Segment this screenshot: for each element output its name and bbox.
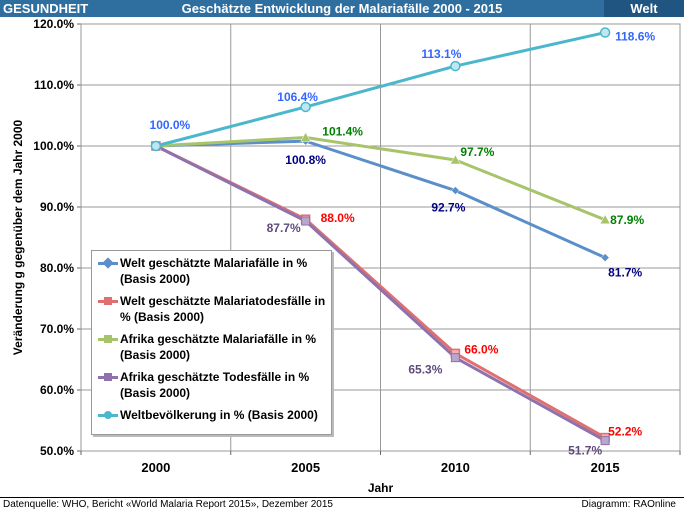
y-tick-label: 60.0% — [40, 383, 74, 397]
region-label: Welt — [604, 0, 684, 17]
title-bar: GESUNDHEIT Geschätzte Entwicklung der Ma… — [0, 0, 684, 17]
series-line — [155, 139, 606, 259]
data-label: 118.6% — [615, 30, 655, 44]
y-tick-label: 120.0% — [33, 17, 74, 31]
series-line — [155, 144, 606, 442]
data-label: 52.2% — [608, 425, 642, 439]
legend-marker — [102, 257, 114, 269]
y-tick-label: 80.0% — [40, 261, 74, 275]
data-point — [451, 186, 460, 195]
data-point — [450, 353, 460, 363]
data-label: 101.4% — [322, 124, 363, 138]
legend-key — [98, 296, 118, 306]
series-line — [155, 31, 606, 148]
footer: Datenquelle: WHO, Bericht «World Malaria… — [0, 497, 684, 513]
x-tick-label: 2005 — [291, 460, 320, 475]
footer-divider — [0, 497, 684, 498]
y-tick-label: 110.0% — [34, 78, 74, 92]
y-axis-title: Veränderung g gegenüber dem Jahr 2000 — [11, 119, 25, 355]
y-tick-label: 50.0% — [40, 444, 74, 458]
data-point — [599, 27, 611, 38]
data-point — [150, 140, 162, 152]
legend-key — [98, 410, 118, 420]
data-label: 97.7% — [460, 145, 494, 159]
data-label: 87.7% — [267, 221, 301, 235]
x-tick-label: 2010 — [441, 460, 470, 475]
legend-label: Afrika geschätzte Todesfälle in % (Basis… — [120, 370, 310, 400]
data-label: 88.0% — [321, 211, 355, 225]
data-label: 87.9% — [610, 213, 644, 227]
legend-label: Weltbevölkerung in % (Basis 2000) — [120, 408, 318, 422]
data-label: 92.7% — [431, 201, 465, 215]
data-label: 65.3% — [408, 363, 442, 377]
x-tick-label: 2000 — [141, 460, 170, 475]
data-point — [600, 436, 610, 446]
data-label: 100.8% — [285, 153, 326, 167]
legend-label: Afrika geschätzte Malariafälle in % (Bas… — [120, 332, 317, 362]
data-label: 66.0% — [464, 342, 498, 356]
chart-title: Geschätzte Entwicklung der Malariafälle … — [181, 1, 503, 16]
data-label: 113.1% — [421, 47, 461, 61]
data-point — [300, 101, 311, 113]
data-point — [449, 154, 461, 165]
y-tick-label: 90.0% — [40, 200, 74, 214]
legend-key — [98, 372, 118, 382]
chart-legend: Welt geschätzte Malariafälle in % (Basis… — [91, 250, 332, 435]
legend-marker — [104, 297, 112, 305]
data-point — [599, 214, 611, 225]
y-tick-label: 100.0% — [33, 139, 74, 153]
data-label: 100.0% — [150, 118, 191, 132]
legend-label: Welt geschätzte Malariatodesfälle in % (… — [120, 294, 326, 324]
chart-credit: Diagramm: RAOnline — [581, 499, 676, 510]
legend-marker — [104, 373, 112, 381]
data-label: 106.4% — [277, 90, 318, 104]
x-axis-title: Jahr — [368, 481, 394, 495]
data-label: 81.7% — [608, 266, 642, 280]
data-point — [600, 253, 610, 262]
data-source: Datenquelle: WHO, Bericht «World Malaria… — [3, 499, 333, 510]
category-label: GESUNDHEIT — [3, 1, 89, 16]
legend-marker — [104, 411, 112, 419]
legend-label: Welt geschätzte Malariafälle in % (Basis… — [120, 256, 308, 286]
x-tick-label: 2015 — [591, 460, 620, 475]
series-line — [155, 135, 606, 222]
legend-key — [98, 257, 118, 269]
data-point — [301, 216, 311, 226]
legend-marker — [104, 335, 112, 343]
legend-key — [98, 334, 118, 344]
y-tick-label: 70.0% — [40, 322, 74, 336]
data-label: 51.7% — [568, 444, 602, 458]
data-point — [300, 131, 312, 142]
data-point — [450, 60, 461, 72]
